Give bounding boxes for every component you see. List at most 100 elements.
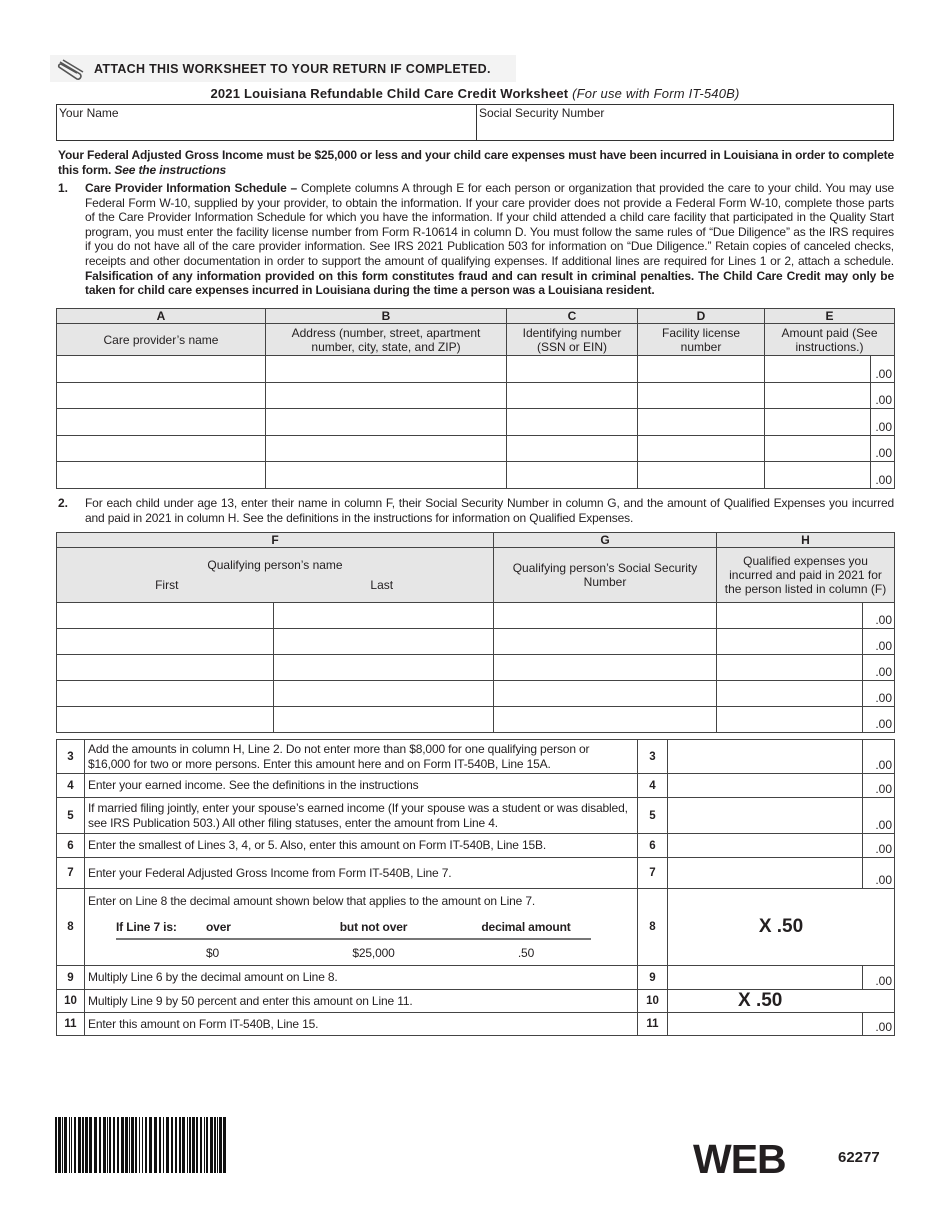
amount-input[interactable]	[667, 965, 863, 990]
provider-name-cell[interactable]	[56, 355, 266, 383]
line-number: 7	[56, 857, 85, 889]
qualified-expenses-cell[interactable]	[716, 680, 863, 707]
facility-license-cell[interactable]	[637, 408, 765, 436]
amount-paid-cell[interactable]	[764, 381, 871, 410]
line-number: 3	[56, 739, 85, 774]
qualified-expenses-cell[interactable]	[716, 602, 863, 629]
provider-name-cell[interactable]	[56, 381, 266, 410]
person-ssn-cell[interactable]	[493, 706, 717, 733]
barcode-bar	[175, 1117, 177, 1173]
line-8: 8 Enter on Line 8 the decimal amount show…	[56, 888, 895, 966]
multiplier-value: X .50	[667, 888, 895, 966]
amount-input[interactable]	[667, 833, 863, 858]
attach-notice: ATTACH THIS WORKSHEET TO YOUR RETURN IF …	[50, 55, 516, 82]
facility-license-cell[interactable]	[637, 381, 765, 410]
col-d-letter: D	[637, 308, 765, 324]
cents-label: .00	[869, 434, 896, 463]
barcode-bar	[85, 1117, 88, 1173]
amount-input[interactable]	[667, 773, 863, 798]
qualified-expenses-cell[interactable]	[716, 628, 863, 655]
barcode-bar	[82, 1117, 84, 1173]
last-name-cell[interactable]	[273, 706, 494, 733]
cents-label: .00	[861, 680, 896, 707]
barcode-bar	[145, 1117, 147, 1173]
provider-address-cell[interactable]	[265, 461, 507, 489]
amount-input[interactable]	[667, 857, 863, 889]
provider-row: .00	[56, 408, 896, 436]
amount-paid-cell[interactable]	[764, 434, 871, 463]
barcode-bar	[103, 1117, 106, 1173]
provider-id-cell[interactable]	[506, 461, 638, 489]
amount-paid-cell[interactable]	[764, 408, 871, 436]
cents-label: .00	[862, 773, 895, 798]
last-name-cell[interactable]	[273, 602, 494, 629]
ssn-field[interactable]: Social Security Number	[477, 105, 606, 140]
barcode-bar	[78, 1117, 81, 1173]
qualifying-person-table: F G H Qualifying person’s name First Last…	[56, 532, 896, 733]
amount-paid-cell[interactable]	[764, 355, 871, 383]
provider-id-cell[interactable]	[506, 434, 638, 463]
first-name-cell[interactable]	[56, 654, 274, 681]
barcode-bar	[217, 1117, 218, 1173]
provider-id-cell[interactable]	[506, 355, 638, 383]
last-name-cell[interactable]	[273, 680, 494, 707]
line-number: 9	[56, 965, 85, 990]
your-name-field[interactable]: Your Name	[57, 105, 477, 140]
barcode-bar	[187, 1117, 188, 1173]
provider-address-cell[interactable]	[265, 434, 507, 463]
qualified-expenses-cell[interactable]	[716, 654, 863, 681]
amount-paid-cell[interactable]	[764, 461, 871, 489]
facility-license-cell[interactable]	[637, 355, 765, 383]
provider-address-cell[interactable]	[265, 355, 507, 383]
provider-name-cell[interactable]	[56, 408, 266, 436]
facility-license-cell[interactable]	[637, 461, 765, 489]
last-name-cell[interactable]	[273, 654, 494, 681]
barcode-bar	[109, 1117, 111, 1173]
col-d-header: Facility license number	[637, 323, 765, 356]
barcode-bar	[182, 1117, 185, 1173]
first-name-cell[interactable]	[56, 602, 274, 629]
line-4: 4 Enter your earned income. See the defin…	[56, 773, 895, 798]
col-f-header: Qualifying person’s name First Last	[56, 547, 494, 603]
last-name-label: Last	[370, 578, 394, 592]
provider-address-cell[interactable]	[265, 408, 507, 436]
provider-name-cell[interactable]	[56, 434, 266, 463]
line-11: 11 Enter this amount on Form IT-540B, Lin…	[56, 1012, 895, 1036]
amount-input[interactable]	[667, 1012, 863, 1036]
person-ssn-cell[interactable]	[493, 602, 717, 629]
amount-input[interactable]	[667, 739, 863, 774]
line-number-right: 6	[637, 833, 668, 858]
person-ssn-cell[interactable]	[493, 680, 717, 707]
decimal-table-header: but not over	[286, 920, 461, 940]
first-name-cell[interactable]	[56, 706, 274, 733]
taxpayer-info: Your Name Social Security Number	[56, 104, 894, 141]
decimal-table: If Line 7 is: over but not over decimal …	[116, 920, 591, 960]
last-name-cell[interactable]	[273, 628, 494, 655]
cents-label: .00	[861, 628, 896, 655]
provider-address-cell[interactable]	[265, 381, 507, 410]
provider-id-cell[interactable]	[506, 381, 638, 410]
cents-label: .00	[862, 833, 895, 858]
barcode-bar	[204, 1117, 205, 1173]
line-number: 8	[56, 888, 85, 966]
person-ssn-cell[interactable]	[493, 654, 717, 681]
barcode-bar	[139, 1117, 140, 1173]
person-ssn-cell[interactable]	[493, 628, 717, 655]
barcode-bar	[206, 1117, 208, 1173]
line-description: Enter your earned income. See the defini…	[84, 773, 638, 798]
qualified-expenses-cell[interactable]	[716, 706, 863, 733]
qualifying-person-row: .00	[56, 602, 896, 629]
amount-input[interactable]	[667, 797, 863, 834]
line-description: Enter on Line 8 the decimal amount shown…	[84, 888, 638, 966]
provider-name-cell[interactable]	[56, 461, 266, 489]
decimal-table-header: over	[206, 920, 286, 940]
cents-label: .00	[869, 381, 896, 410]
decimal-table-header: If Line 7 is:	[116, 920, 206, 940]
first-name-cell[interactable]	[56, 628, 274, 655]
barcode-bar	[196, 1117, 198, 1173]
facility-license-cell[interactable]	[637, 434, 765, 463]
barcode-bar	[107, 1117, 108, 1173]
provider-id-cell[interactable]	[506, 408, 638, 436]
section-1-body: Complete columns A through E for each pe…	[85, 181, 894, 268]
first-name-cell[interactable]	[56, 680, 274, 707]
